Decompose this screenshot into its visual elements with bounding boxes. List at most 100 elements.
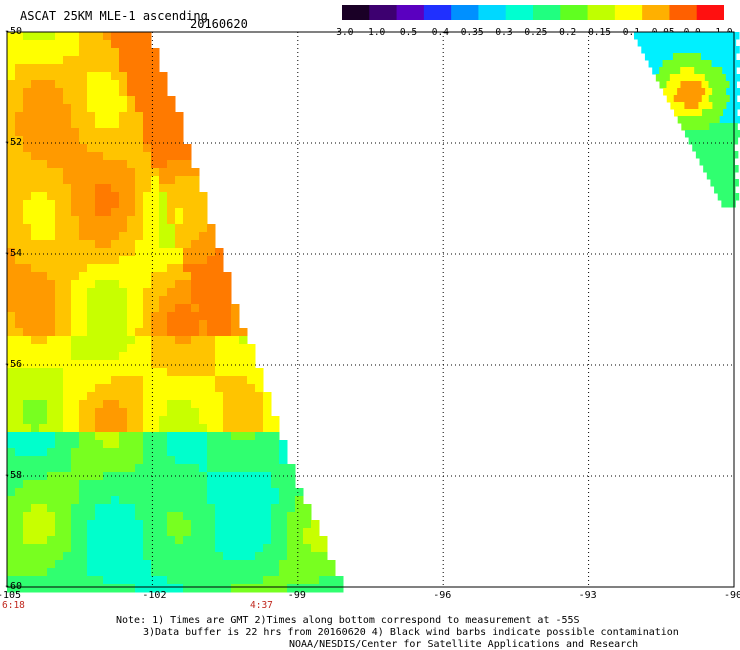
swath-cell [127,112,136,121]
swath-cell [15,320,24,329]
swath-cell [55,216,64,225]
swath-cell [111,456,120,465]
swath-cell [135,192,144,201]
swath-cell [151,144,160,153]
swath-cell [31,384,40,393]
swath-cell [151,72,160,81]
swath-cell [103,288,112,297]
swath-cell [55,464,64,473]
swath-cell [71,240,80,249]
swath-cell [271,416,280,425]
colorbar-swatch [369,5,398,20]
swath-cell [95,536,104,545]
swath-cell [708,67,716,75]
swath-cell [698,130,707,138]
swath-cell [175,560,184,569]
swath-cell [135,400,144,409]
swath-cell [183,296,192,305]
swath-cell [255,480,264,489]
swath-cell [183,560,192,569]
swath-cell [15,552,24,561]
swath-cell [191,568,200,577]
swath-cell [271,440,280,449]
swath-cell [199,280,208,289]
swath-cell [31,312,40,321]
swath-cell [111,144,120,153]
swath-cell [175,496,184,505]
swath-cell [103,512,112,521]
swath-cell [95,376,104,385]
swath-cell [159,584,168,593]
swath-cell [191,280,200,289]
swath-cell [151,232,160,241]
swath-cell [698,88,706,96]
swath-cell [191,504,200,513]
swath-cell [151,424,160,433]
swath-cell [143,536,152,545]
swath-cell [231,520,240,529]
swath-cell [63,32,72,41]
swath-cell [119,320,128,329]
swath-cell [223,432,232,441]
swath-cell [231,584,240,593]
swath-cell [215,288,224,297]
swath-cell [231,448,240,457]
swath-cell [135,280,144,289]
swath-cell [15,120,24,129]
swath-cell [39,376,48,385]
swath-cell [71,80,80,89]
swath-cell [87,568,96,577]
swath-cell [199,296,208,305]
swath-cell [39,280,48,289]
swath-cell [303,520,312,529]
swath-cell [39,536,48,545]
swath-cell [295,528,304,537]
swath-cell [95,96,104,105]
swath-cell [127,528,136,537]
swath-cell [31,88,40,97]
swath-cell [159,264,168,273]
swath-cell [271,464,280,473]
swath-cell [295,504,304,513]
swath-cell [215,360,224,369]
swath-cell [127,368,136,377]
swath-cell [183,304,192,313]
swath-cell [159,552,168,561]
swath-cell [135,528,144,537]
swath-cell [677,88,685,96]
swath-cell [183,264,192,273]
swath-cell [87,296,96,305]
swath-cell [175,568,184,577]
swath-cell [143,432,152,441]
swath-cell [167,320,176,329]
swath-cell [135,40,144,49]
swath-cell [319,584,328,593]
swath-cell [255,536,264,545]
swath-cell [7,400,16,409]
swath-cell [63,288,72,297]
swath-cell [39,544,48,553]
swath-cell [103,152,112,161]
swath-cell [119,544,128,553]
swath-cell [183,368,192,377]
swath-cell [191,544,200,553]
swath-cell [15,64,24,73]
swath-cell [79,456,88,465]
swath-cell [39,576,48,585]
swath-cell [724,193,733,201]
swath-cell [7,168,16,177]
swath-cell [231,544,240,553]
swath-cell [215,424,224,433]
note-line-3: NOAA/NESDIS/Center for Satellite Applica… [289,639,639,650]
swath-cell [127,232,136,241]
swath-cell [728,39,737,47]
swath-cell [199,416,208,425]
swath-cell [135,352,144,361]
swath-cell [159,288,168,297]
swath-cell [71,448,80,457]
swath-cell [191,168,200,177]
swath-cell [693,39,702,47]
swath-cell [263,536,272,545]
swath-cell [23,400,32,409]
swath-cell [239,528,248,537]
